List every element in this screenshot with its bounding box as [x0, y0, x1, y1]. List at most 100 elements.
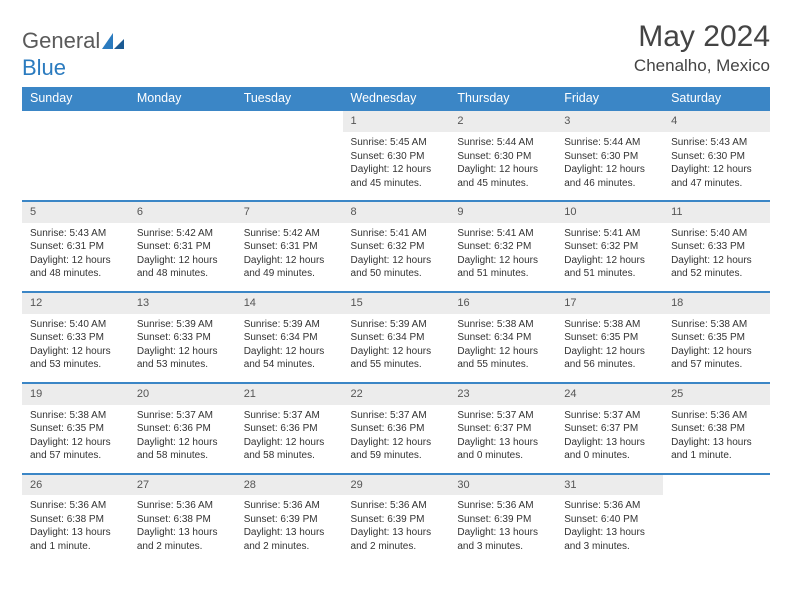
sunrise-text: Sunrise: 5:39 AM	[351, 318, 442, 332]
daylight-text: Daylight: 12 hours and 47 minutes.	[671, 163, 762, 190]
calendar-cell: 15Sunrise: 5:39 AMSunset: 6:34 PMDayligh…	[343, 292, 450, 383]
sunset-text: Sunset: 6:34 PM	[457, 331, 548, 345]
day-details	[663, 495, 770, 559]
day-details: Sunrise: 5:36 AMSunset: 6:38 PMDaylight:…	[22, 495, 129, 563]
weekday-header: Monday	[129, 87, 236, 110]
sunrise-text: Sunrise: 5:40 AM	[30, 318, 121, 332]
sunset-text: Sunset: 6:32 PM	[564, 240, 655, 254]
day-details: Sunrise: 5:42 AMSunset: 6:31 PMDaylight:…	[129, 223, 236, 291]
sunrise-text: Sunrise: 5:39 AM	[244, 318, 335, 332]
day-details	[22, 132, 129, 196]
daylight-text: Daylight: 13 hours and 0 minutes.	[564, 436, 655, 463]
sail-icon	[102, 29, 124, 55]
sunset-text: Sunset: 6:33 PM	[30, 331, 121, 345]
title-block: May 2024 Chenalho, Mexico	[634, 20, 770, 76]
day-details: Sunrise: 5:38 AMSunset: 6:35 PMDaylight:…	[663, 314, 770, 382]
sunrise-text: Sunrise: 5:43 AM	[671, 136, 762, 150]
sunset-text: Sunset: 6:30 PM	[457, 150, 548, 164]
calendar-week-row: 19Sunrise: 5:38 AMSunset: 6:35 PMDayligh…	[22, 383, 770, 474]
daylight-text: Daylight: 13 hours and 0 minutes.	[457, 436, 548, 463]
sunrise-text: Sunrise: 5:36 AM	[457, 499, 548, 513]
sunrise-text: Sunrise: 5:38 AM	[30, 409, 121, 423]
day-details: Sunrise: 5:37 AMSunset: 6:36 PMDaylight:…	[129, 405, 236, 473]
day-details: Sunrise: 5:40 AMSunset: 6:33 PMDaylight:…	[22, 314, 129, 382]
brand-text: General Blue	[22, 28, 124, 81]
calendar-cell: 21Sunrise: 5:37 AMSunset: 6:36 PMDayligh…	[236, 383, 343, 474]
daylight-text: Daylight: 12 hours and 48 minutes.	[137, 254, 228, 281]
sunrise-text: Sunrise: 5:36 AM	[137, 499, 228, 513]
day-number: 27	[129, 475, 236, 496]
sunset-text: Sunset: 6:34 PM	[244, 331, 335, 345]
day-details: Sunrise: 5:40 AMSunset: 6:33 PMDaylight:…	[663, 223, 770, 291]
day-number	[663, 475, 770, 496]
weekday-header: Wednesday	[343, 87, 450, 110]
sunrise-text: Sunrise: 5:38 AM	[564, 318, 655, 332]
day-details: Sunrise: 5:36 AMSunset: 6:40 PMDaylight:…	[556, 495, 663, 563]
sunrise-text: Sunrise: 5:37 AM	[457, 409, 548, 423]
day-number: 28	[236, 475, 343, 496]
daylight-text: Daylight: 13 hours and 3 minutes.	[564, 526, 655, 553]
day-number: 5	[22, 202, 129, 223]
calendar-body: 1Sunrise: 5:45 AMSunset: 6:30 PMDaylight…	[22, 110, 770, 563]
calendar-cell: 20Sunrise: 5:37 AMSunset: 6:36 PMDayligh…	[129, 383, 236, 474]
day-number: 23	[449, 384, 556, 405]
sunset-text: Sunset: 6:37 PM	[457, 422, 548, 436]
day-details: Sunrise: 5:37 AMSunset: 6:37 PMDaylight:…	[556, 405, 663, 473]
day-details: Sunrise: 5:43 AMSunset: 6:31 PMDaylight:…	[22, 223, 129, 291]
calendar-cell: 9Sunrise: 5:41 AMSunset: 6:32 PMDaylight…	[449, 201, 556, 292]
sunset-text: Sunset: 6:32 PM	[457, 240, 548, 254]
calendar-week-row: 26Sunrise: 5:36 AMSunset: 6:38 PMDayligh…	[22, 474, 770, 564]
daylight-text: Daylight: 12 hours and 53 minutes.	[137, 345, 228, 372]
day-details: Sunrise: 5:39 AMSunset: 6:34 PMDaylight:…	[343, 314, 450, 382]
sunrise-text: Sunrise: 5:39 AM	[137, 318, 228, 332]
calendar-cell: 10Sunrise: 5:41 AMSunset: 6:32 PMDayligh…	[556, 201, 663, 292]
sunset-text: Sunset: 6:34 PM	[351, 331, 442, 345]
sunset-text: Sunset: 6:38 PM	[137, 513, 228, 527]
calendar-cell: 27Sunrise: 5:36 AMSunset: 6:38 PMDayligh…	[129, 474, 236, 564]
calendar-cell: 6Sunrise: 5:42 AMSunset: 6:31 PMDaylight…	[129, 201, 236, 292]
daylight-text: Daylight: 13 hours and 2 minutes.	[351, 526, 442, 553]
daylight-text: Daylight: 12 hours and 49 minutes.	[244, 254, 335, 281]
day-details: Sunrise: 5:36 AMSunset: 6:39 PMDaylight:…	[343, 495, 450, 563]
day-number: 24	[556, 384, 663, 405]
day-number: 20	[129, 384, 236, 405]
day-number: 14	[236, 293, 343, 314]
day-number: 12	[22, 293, 129, 314]
daylight-text: Daylight: 12 hours and 50 minutes.	[351, 254, 442, 281]
sunset-text: Sunset: 6:40 PM	[564, 513, 655, 527]
sunrise-text: Sunrise: 5:43 AM	[30, 227, 121, 241]
calendar-week-row: 12Sunrise: 5:40 AMSunset: 6:33 PMDayligh…	[22, 292, 770, 383]
sunset-text: Sunset: 6:36 PM	[351, 422, 442, 436]
daylight-text: Daylight: 12 hours and 45 minutes.	[351, 163, 442, 190]
day-details: Sunrise: 5:38 AMSunset: 6:35 PMDaylight:…	[22, 405, 129, 473]
daylight-text: Daylight: 13 hours and 2 minutes.	[244, 526, 335, 553]
daylight-text: Daylight: 12 hours and 57 minutes.	[30, 436, 121, 463]
sunset-text: Sunset: 6:36 PM	[137, 422, 228, 436]
calendar-page: General Blue May 2024 Chenalho, Mexico S…	[0, 0, 792, 583]
day-number	[22, 111, 129, 132]
sunset-text: Sunset: 6:35 PM	[671, 331, 762, 345]
daylight-text: Daylight: 12 hours and 45 minutes.	[457, 163, 548, 190]
day-number: 13	[129, 293, 236, 314]
calendar-cell	[22, 110, 129, 201]
calendar-cell	[129, 110, 236, 201]
sunset-text: Sunset: 6:39 PM	[351, 513, 442, 527]
sunrise-text: Sunrise: 5:37 AM	[351, 409, 442, 423]
brand-part2: Blue	[22, 55, 66, 80]
day-number: 19	[22, 384, 129, 405]
sunrise-text: Sunrise: 5:42 AM	[137, 227, 228, 241]
day-number: 26	[22, 475, 129, 496]
day-number: 7	[236, 202, 343, 223]
daylight-text: Daylight: 12 hours and 56 minutes.	[564, 345, 655, 372]
day-number	[129, 111, 236, 132]
calendar-cell: 29Sunrise: 5:36 AMSunset: 6:39 PMDayligh…	[343, 474, 450, 564]
sunset-text: Sunset: 6:38 PM	[671, 422, 762, 436]
day-details: Sunrise: 5:44 AMSunset: 6:30 PMDaylight:…	[556, 132, 663, 200]
day-number: 6	[129, 202, 236, 223]
calendar-cell: 25Sunrise: 5:36 AMSunset: 6:38 PMDayligh…	[663, 383, 770, 474]
day-number: 2	[449, 111, 556, 132]
day-details: Sunrise: 5:38 AMSunset: 6:34 PMDaylight:…	[449, 314, 556, 382]
day-number: 10	[556, 202, 663, 223]
calendar-cell: 14Sunrise: 5:39 AMSunset: 6:34 PMDayligh…	[236, 292, 343, 383]
calendar-week-row: 1Sunrise: 5:45 AMSunset: 6:30 PMDaylight…	[22, 110, 770, 201]
